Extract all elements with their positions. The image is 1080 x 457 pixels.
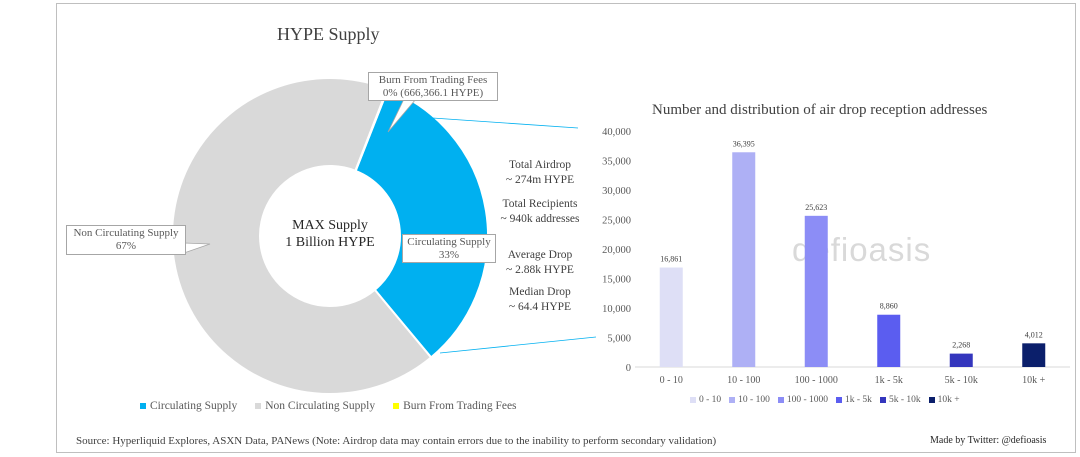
stat-average-drop-value: ~ 2.88k HYPE xyxy=(506,264,574,276)
y-tick-label: 35,000 xyxy=(602,157,631,168)
legend-swatch xyxy=(928,397,935,403)
stat-total-airdrop-value: ~ 274m HYPE xyxy=(505,174,575,186)
bar-legend-item: 100 - 1000 xyxy=(777,395,829,405)
x-tick-label: 1k - 5k xyxy=(875,375,903,386)
noncirc-callout-line-2: 67% xyxy=(115,240,137,252)
bar-legend-item: 5k - 10k xyxy=(879,395,921,405)
x-tick-label: 0 - 10 xyxy=(660,375,683,386)
bar-legend-label: 10k + xyxy=(937,395,960,405)
bar-legend-item: 10k + xyxy=(928,395,960,405)
legend-swatch xyxy=(140,403,146,409)
stat-total-airdrop-label: Total Airdrop xyxy=(508,159,572,171)
legend-swatch xyxy=(836,397,843,403)
burn-callout-line-1: Burn From Trading Fees xyxy=(378,74,488,86)
y-tick-label: 30,000 xyxy=(602,186,631,197)
bar-value-label: 2,268 xyxy=(952,341,970,350)
center-line-1: MAX Supply xyxy=(292,218,368,233)
legend-swatch xyxy=(393,403,400,409)
leader-line-bottom xyxy=(439,336,597,354)
legend-swatch xyxy=(690,397,696,403)
center-line-2: 1 Billion HYPE xyxy=(285,235,375,250)
x-tick-label: 100 - 1000 xyxy=(795,375,838,386)
bar-1 xyxy=(732,152,756,367)
pie-legend-item-noncirculating: Non Circulating Supply xyxy=(255,400,375,412)
y-tick-label: 0 xyxy=(626,363,631,374)
legend-swatch xyxy=(255,403,262,409)
bar-legend-label: 5k - 10k xyxy=(888,395,921,405)
bar-value-label: 16,861 xyxy=(660,255,682,264)
burn-callout: Burn From Trading Fees 0% (666,366.1 HYP… xyxy=(368,72,498,101)
bar-value-label: 4,012 xyxy=(1025,330,1043,339)
bar-4 xyxy=(949,353,973,367)
bar-legend-item: 1k - 5k xyxy=(836,395,872,405)
bar-legend: 0 - 10 10 - 100 100 - 1000 1k - 5k 5k - 10k 1… xyxy=(690,395,960,405)
pie-legend-label: Non Circulating Supply xyxy=(265,400,376,412)
circ-callout-line-2: 33% xyxy=(438,249,460,261)
y-tick-label: 20,000 xyxy=(602,245,631,256)
x-tick-label: 10k + xyxy=(1022,375,1046,386)
noncirc-callout: Non Circulating Supply 67% xyxy=(66,225,186,255)
x-tick-label: 10 - 100 xyxy=(727,375,760,386)
bar-legend-item: 0 - 10 xyxy=(690,395,721,405)
bar-value-label: 25,623 xyxy=(805,203,827,212)
y-tick-label: 5,000 xyxy=(607,334,631,345)
bar-0 xyxy=(659,267,683,367)
bar-legend-label: 100 - 1000 xyxy=(786,395,829,405)
stat-total-recipients-label: Total Recipients xyxy=(502,198,578,210)
stat-average-drop: Average Drop ~ 2.88k HYPE xyxy=(492,248,588,278)
leader-line-top xyxy=(417,116,579,129)
pie-legend-label: Burn From Trading Fees xyxy=(403,400,517,412)
pie-legend-item-burn: Burn From Trading Fees xyxy=(393,400,517,412)
bar-legend-label: 10 - 100 xyxy=(738,395,770,405)
pie-legend-item-circulating: Circulating Supply xyxy=(140,400,237,412)
bar-value-label: 36,395 xyxy=(733,139,755,148)
donut-slice-non-circulating-supply xyxy=(171,77,433,395)
stat-median-drop-value: ~ 64.4 HYPE xyxy=(508,301,572,313)
legend-swatch xyxy=(879,397,886,403)
noncirc-callout-line-1: Non Circulating Supply xyxy=(73,227,179,239)
stat-total-recipients: Total Recipients ~ 940k addresses xyxy=(492,197,588,227)
pie-legend: Circulating Supply Non Circulating Suppl… xyxy=(140,400,517,412)
y-tick-label: 40,000 xyxy=(602,127,631,138)
bar-3 xyxy=(877,314,901,367)
y-tick-label: 25,000 xyxy=(602,216,631,227)
bar-value-label: 8,860 xyxy=(880,302,898,311)
stat-median-drop: Median Drop ~ 64.4 HYPE xyxy=(492,285,588,315)
bar-legend-item: 10 - 100 xyxy=(729,395,770,405)
y-tick-label: 10,000 xyxy=(602,304,631,315)
stat-total-airdrop: Total Airdrop ~ 274m HYPE xyxy=(492,158,588,188)
circ-callout-line-1: Circulating Supply xyxy=(407,236,491,248)
donut-slice-circulating-supply xyxy=(354,87,489,359)
bar-legend-label: 1k - 5k xyxy=(845,395,872,405)
donut-center-label: MAX Supply 1 Billion HYPE xyxy=(270,217,390,251)
pie-chart-title: HYPE Supply xyxy=(277,24,380,44)
pie-legend-label: Circulating Supply xyxy=(150,400,238,412)
stat-average-drop-label: Average Drop xyxy=(507,249,573,261)
bar-chart-title: Number and distribution of air drop rece… xyxy=(652,102,988,118)
x-tick-label: 5k - 10k xyxy=(945,375,978,386)
legend-swatch xyxy=(777,397,784,403)
circ-callout: Circulating Supply 33% xyxy=(402,234,496,263)
stat-median-drop-label: Median Drop xyxy=(509,286,571,298)
made-by-credit: Made by Twitter: @defioasis xyxy=(930,435,1047,446)
bar-5 xyxy=(1022,343,1046,367)
bar-legend-label: 0 - 10 xyxy=(699,395,722,405)
burn-callout-line-2: 0% (666,366.1 HYPE) xyxy=(382,87,484,99)
source-note: Source: Hyperliquid Explores, ASXN Data,… xyxy=(76,435,717,447)
y-tick-label: 15,000 xyxy=(602,275,631,286)
bar-2 xyxy=(804,215,828,367)
legend-swatch xyxy=(729,397,736,403)
stat-total-recipients-value: ~ 940k addresses xyxy=(500,213,580,225)
